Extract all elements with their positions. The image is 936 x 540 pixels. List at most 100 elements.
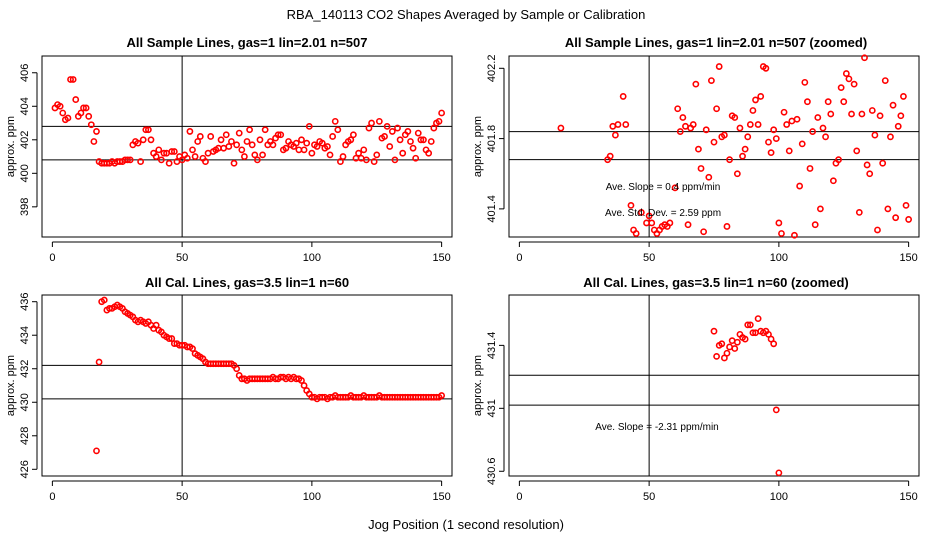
data-point xyxy=(277,131,285,139)
data-point xyxy=(718,340,726,348)
data-point xyxy=(282,144,290,152)
data-point xyxy=(897,112,905,120)
data-point xyxy=(373,151,381,159)
data-point xyxy=(207,133,215,140)
x-tick-label: 150 xyxy=(899,252,917,264)
data-point xyxy=(700,228,708,236)
data-point xyxy=(757,93,765,100)
data-point xyxy=(160,149,168,157)
data-point xyxy=(168,148,176,155)
data-point xyxy=(796,182,804,190)
data-point xyxy=(754,315,762,323)
data-point xyxy=(144,126,152,134)
data-point xyxy=(772,406,780,414)
data-point xyxy=(409,144,417,152)
data-point xyxy=(708,77,715,85)
data-point xyxy=(884,205,892,213)
data-point xyxy=(648,219,656,227)
data-point xyxy=(417,136,425,144)
data-point xyxy=(809,128,817,135)
x-tick-label: 0 xyxy=(49,252,55,264)
data-point xyxy=(720,131,728,139)
data-point xyxy=(80,104,87,112)
data-point xyxy=(741,145,749,153)
plot-marks: 0 50 100 150 401.4 401.8 402.2 approx. ppm Ave. … xyxy=(472,54,919,264)
data-point xyxy=(430,124,438,132)
data-point xyxy=(157,156,165,164)
data-point xyxy=(298,377,305,384)
data-point xyxy=(386,143,394,150)
data-point xyxy=(741,335,749,343)
data-point xyxy=(298,136,305,144)
data-point xyxy=(261,126,269,134)
data-point xyxy=(90,138,98,145)
x-tick-label: 150 xyxy=(432,491,450,503)
data-point xyxy=(765,138,772,146)
data-point xyxy=(404,128,412,135)
data-point xyxy=(894,122,902,130)
data-point xyxy=(233,141,241,149)
data-point xyxy=(438,392,446,399)
data-point xyxy=(420,136,427,144)
y-tick-label: 428 xyxy=(19,427,31,445)
data-point xyxy=(100,296,108,304)
data-point xyxy=(835,156,842,164)
data-point xyxy=(736,124,744,132)
plot-frame xyxy=(41,294,453,477)
data-point xyxy=(881,77,889,85)
data-point xyxy=(365,124,373,132)
data-point xyxy=(165,159,173,167)
data-point xyxy=(770,126,778,134)
data-point xyxy=(791,231,798,239)
data-point xyxy=(126,156,134,164)
figure-title: RBA_140113 CO2 Shapes Averaged by Sample… xyxy=(287,7,646,22)
data-point xyxy=(251,151,259,159)
data-point xyxy=(614,121,622,128)
data-point xyxy=(300,146,308,154)
data-point xyxy=(388,128,396,135)
y-tick-label: 402 xyxy=(19,131,31,149)
data-point xyxy=(845,75,853,83)
data-point xyxy=(59,109,67,117)
data-point xyxy=(435,117,443,125)
data-point xyxy=(749,107,757,114)
data-point xyxy=(723,349,731,357)
data-point xyxy=(383,122,391,130)
data-point xyxy=(95,358,103,366)
x-tick-label: 100 xyxy=(770,252,788,264)
data-point xyxy=(762,64,770,72)
x-tick-label: 50 xyxy=(176,252,188,264)
data-point xyxy=(806,165,814,172)
data-point xyxy=(622,121,630,128)
data-point xyxy=(840,98,848,106)
data-point xyxy=(313,143,321,150)
plot-frame xyxy=(508,55,920,238)
x-tick-label: 150 xyxy=(899,491,917,503)
panel-sample-lines: All Sample Lines, gas=1 lin=2.01 n=507 0… xyxy=(5,35,453,264)
y-tick-label: 398 xyxy=(19,198,31,216)
data-point xyxy=(767,149,775,157)
data-point xyxy=(705,173,713,181)
data-point xyxy=(746,121,754,128)
data-point xyxy=(124,156,132,164)
data-point xyxy=(829,177,837,185)
data-point xyxy=(370,158,378,165)
x-tick-label: 100 xyxy=(303,252,321,264)
data-point xyxy=(780,108,788,116)
data-point xyxy=(746,321,754,329)
data-point xyxy=(246,126,253,134)
data-point xyxy=(230,159,238,167)
data-point xyxy=(676,128,684,135)
data-point xyxy=(744,133,752,141)
data-point xyxy=(235,129,243,137)
plot-marks: 0 50 100 150 426 428 430 432 434 436 approx. ppm xyxy=(5,293,452,503)
data-point xyxy=(217,136,225,144)
data-point xyxy=(139,136,147,144)
data-point xyxy=(318,139,326,147)
panel-cal-lines: All Cal. Lines, gas=3.5 lin=1 n=60 0 50 10… xyxy=(5,275,453,503)
data-point xyxy=(331,117,339,125)
data-point xyxy=(637,208,645,216)
y-tick-label: 432 xyxy=(19,360,31,378)
data-point xyxy=(606,152,614,160)
data-point xyxy=(396,136,404,144)
